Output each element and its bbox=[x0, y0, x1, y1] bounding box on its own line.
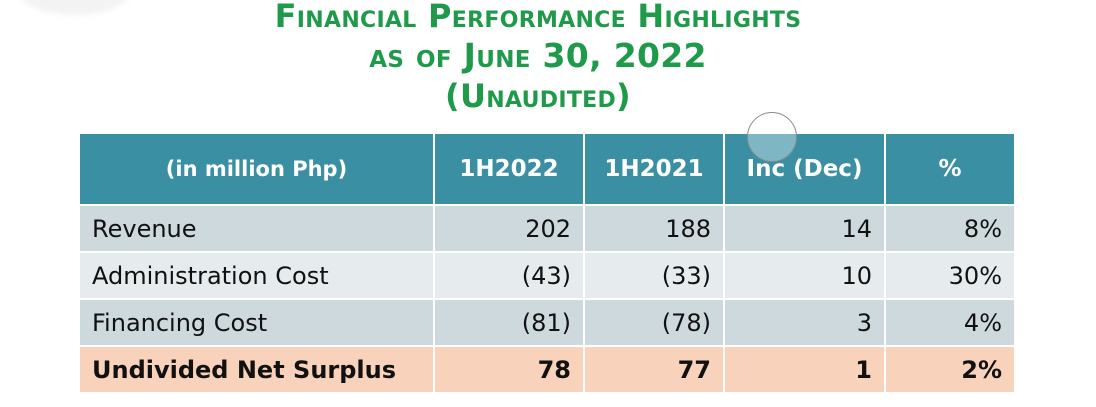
cell-1h2021: 77 bbox=[583, 345, 725, 394]
cell-inc-dec: 14 bbox=[723, 204, 886, 253]
row-label: Revenue bbox=[78, 204, 435, 253]
slide-title: Financial Performance Highlights as of J… bbox=[0, 0, 1076, 116]
table-row: Administration Cost (43) (33) 10 30% bbox=[78, 251, 1016, 300]
cell-1h2022: (81) bbox=[433, 298, 585, 347]
cell-inc-dec: 3 bbox=[723, 298, 886, 347]
table-row: Revenue 202 188 14 8% bbox=[78, 204, 1016, 253]
cell-inc-dec: 1 bbox=[723, 345, 886, 394]
cell-1h2022: 78 bbox=[433, 345, 585, 394]
header-percent: % bbox=[884, 134, 1016, 205]
table-total-row: Undivided Net Surplus 78 77 1 2% bbox=[78, 345, 1016, 394]
row-label: Undivided Net Surplus bbox=[78, 345, 435, 394]
cell-1h2021: 188 bbox=[583, 204, 725, 253]
cell-1h2021: (78) bbox=[583, 298, 725, 347]
row-label: Financing Cost bbox=[78, 298, 435, 347]
cell-1h2022: (43) bbox=[433, 251, 585, 300]
corner-decoration bbox=[20, 0, 130, 15]
title-line-2: as of June 30, 2022 bbox=[369, 36, 707, 75]
title-line-1: Financial Performance Highlights bbox=[274, 0, 802, 35]
header-unit: (in million Php) bbox=[78, 134, 435, 205]
header-1h2022: 1H2022 bbox=[433, 134, 585, 205]
cursor-indicator bbox=[747, 112, 797, 162]
cell-percent: 30% bbox=[884, 251, 1016, 300]
cell-inc-dec: 10 bbox=[723, 251, 886, 300]
cell-percent: 2% bbox=[884, 345, 1016, 394]
cell-percent: 8% bbox=[884, 204, 1016, 253]
table-header-row: (in million Php) 1H2022 1H2021 Inc (Dec)… bbox=[78, 134, 1016, 205]
cell-percent: 4% bbox=[884, 298, 1016, 347]
financial-table: (in million Php) 1H2022 1H2021 Inc (Dec)… bbox=[78, 134, 1016, 394]
header-1h2021: 1H2021 bbox=[583, 134, 725, 205]
cell-1h2022: 202 bbox=[433, 204, 585, 253]
cell-1h2021: (33) bbox=[583, 251, 725, 300]
title-line-3: (Unaudited) bbox=[445, 77, 631, 115]
row-label: Administration Cost bbox=[78, 251, 435, 300]
table-row: Financing Cost (81) (78) 3 4% bbox=[78, 298, 1016, 347]
